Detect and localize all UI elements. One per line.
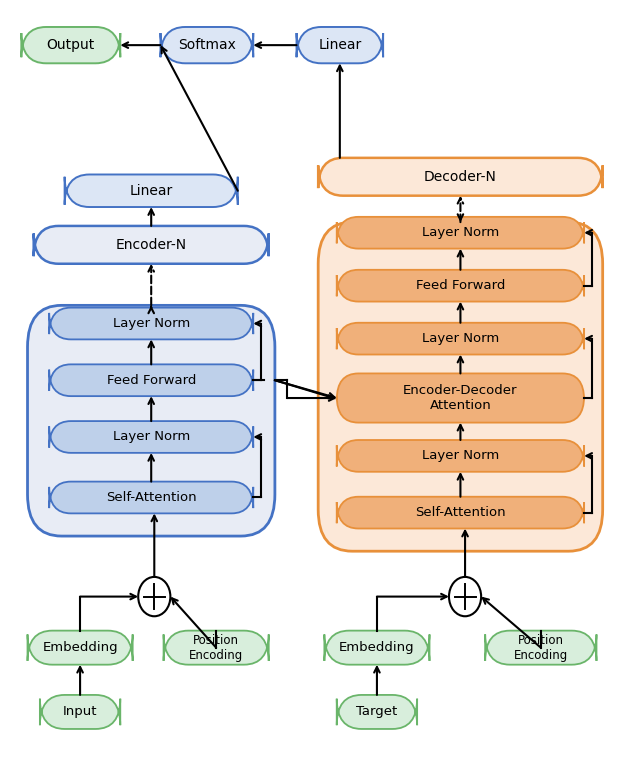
Text: Layer Norm: Layer Norm	[422, 332, 499, 345]
FancyBboxPatch shape	[65, 174, 238, 207]
FancyBboxPatch shape	[337, 323, 584, 354]
Text: Input: Input	[63, 706, 97, 719]
FancyBboxPatch shape	[49, 364, 253, 396]
Text: Output: Output	[47, 38, 95, 52]
FancyBboxPatch shape	[337, 440, 584, 472]
Text: Position
Encoding: Position Encoding	[189, 634, 243, 661]
Text: Encoder-01: Encoder-01	[112, 321, 190, 335]
Text: Layer Norm: Layer Norm	[112, 317, 190, 330]
FancyBboxPatch shape	[27, 631, 133, 664]
Text: Feed Forward: Feed Forward	[107, 373, 196, 387]
FancyBboxPatch shape	[49, 482, 253, 514]
FancyBboxPatch shape	[49, 421, 253, 453]
Text: Self-Attention: Self-Attention	[415, 506, 505, 519]
Text: Layer Norm: Layer Norm	[422, 450, 499, 463]
Text: Feed Forward: Feed Forward	[416, 279, 505, 292]
Text: Layer Norm: Layer Norm	[422, 226, 499, 239]
Text: Encoder-N: Encoder-N	[115, 238, 187, 251]
FancyBboxPatch shape	[337, 373, 584, 423]
FancyBboxPatch shape	[318, 158, 603, 196]
FancyBboxPatch shape	[485, 631, 597, 664]
FancyBboxPatch shape	[318, 223, 603, 551]
FancyBboxPatch shape	[337, 217, 584, 248]
Circle shape	[139, 577, 170, 616]
Text: Layer Norm: Layer Norm	[112, 431, 190, 443]
FancyBboxPatch shape	[163, 631, 269, 664]
Text: Softmax: Softmax	[178, 38, 236, 52]
Text: Encoder-Decoder
Attention: Encoder-Decoder Attention	[403, 384, 518, 412]
Text: Linear: Linear	[130, 184, 173, 198]
Text: Linear: Linear	[318, 38, 361, 52]
FancyBboxPatch shape	[34, 226, 269, 264]
Text: Decoder-01: Decoder-01	[421, 237, 500, 251]
Text: Position
Encoding: Position Encoding	[514, 634, 568, 661]
FancyBboxPatch shape	[40, 695, 120, 729]
FancyBboxPatch shape	[296, 27, 383, 63]
FancyBboxPatch shape	[49, 308, 253, 339]
Text: Embedding: Embedding	[42, 641, 118, 654]
Text: Decoder-N: Decoder-N	[424, 170, 497, 184]
FancyBboxPatch shape	[324, 631, 429, 664]
Text: Target: Target	[356, 706, 397, 719]
FancyBboxPatch shape	[21, 27, 120, 63]
FancyBboxPatch shape	[337, 270, 584, 302]
FancyBboxPatch shape	[27, 306, 275, 536]
FancyBboxPatch shape	[337, 497, 584, 529]
Text: Embedding: Embedding	[339, 641, 415, 654]
Circle shape	[449, 577, 481, 616]
FancyBboxPatch shape	[337, 695, 417, 729]
Text: Self-Attention: Self-Attention	[106, 491, 197, 504]
FancyBboxPatch shape	[160, 27, 253, 63]
